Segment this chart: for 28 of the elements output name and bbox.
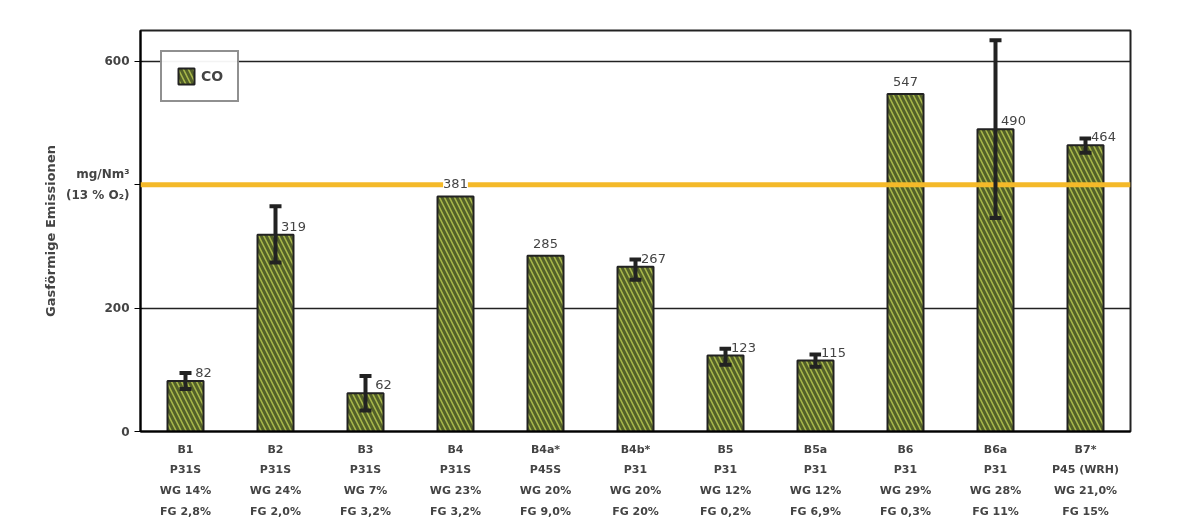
x-tick-label: B6a P31 WG 28% FG 11% — [969, 442, 1022, 518]
y-tick-label: 0 — [121, 424, 130, 439]
x-tick-label: B5a P31 WG 12% FG 6,9% — [789, 442, 842, 518]
ref-line-label: mg/Nm³ (13 % O₂) — [66, 167, 130, 203]
data-label: 285 — [533, 235, 558, 251]
legend-label: CO — [201, 68, 224, 84]
x-tick-label: B6 P31 WG 29% FG 0,3% — [879, 442, 932, 518]
x-tick-label: B1 P31S WG 14% FG 2,8% — [159, 442, 212, 518]
y-axis-title: Gasförmige Emissionen — [43, 145, 58, 317]
data-label: 490 — [1001, 113, 1026, 129]
data-label: 115 — [821, 344, 846, 360]
data-label: 62 — [375, 377, 392, 393]
data-label: 267 — [641, 250, 666, 266]
y-tick-label: 200 — [104, 301, 130, 316]
x-tick-label: B4 P31S WG 23% FG 3,2% — [429, 442, 482, 518]
x-tick-label: B2 P31S WG 24% FG 2,0% — [249, 442, 302, 518]
data-label: 381 — [443, 176, 468, 192]
x-tick-label: B5 P31 WG 12% FG 0,2% — [699, 442, 752, 518]
x-tick-label: B3 P31S WG 7% FG 3,2% — [340, 442, 391, 518]
data-label: 319 — [281, 218, 306, 234]
x-tick-label: B4a* P45S WG 20% FG 9,0% — [519, 442, 572, 518]
x-tick-label: B7* P45 (WRH) WG 21,0% FG 15% — [1051, 442, 1120, 518]
x-tick-label: B4b* P31 WG 20% FG 20% — [609, 442, 662, 518]
data-label: 464 — [1091, 129, 1116, 145]
y-tick-label: 600 — [104, 54, 130, 69]
data-label: 547 — [893, 74, 918, 90]
data-label: 82 — [195, 364, 212, 380]
data-label: 123 — [731, 339, 756, 355]
